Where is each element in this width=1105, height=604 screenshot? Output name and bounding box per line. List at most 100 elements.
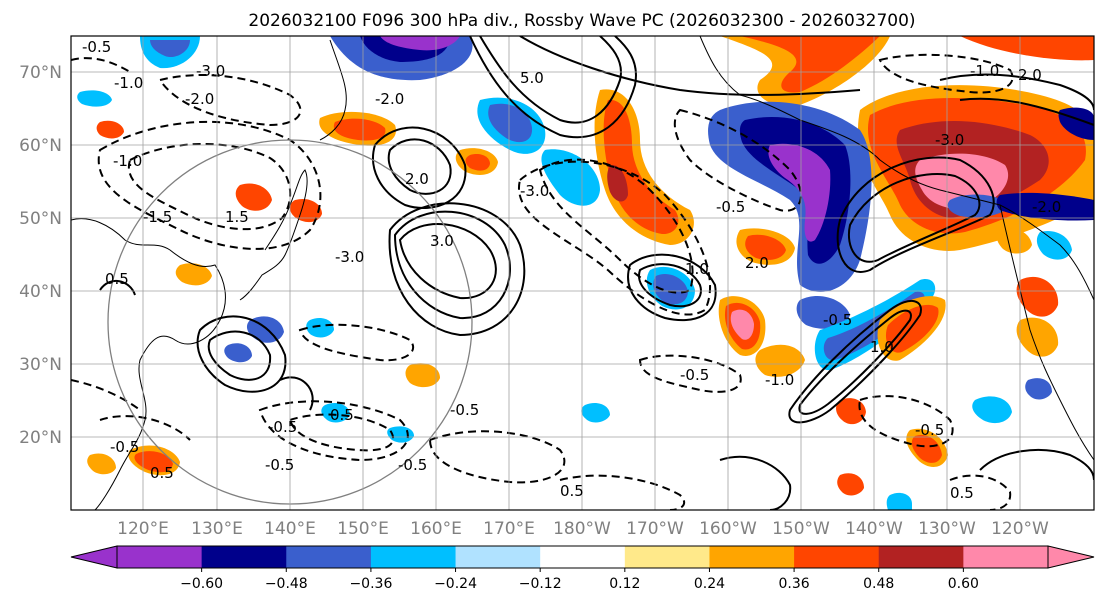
contour-label: 1.0 xyxy=(870,338,894,356)
contour-label: -3.0 xyxy=(935,131,964,149)
lat-label: 30°N xyxy=(19,355,62,375)
contour-line-negative xyxy=(428,430,566,484)
shading-blob xyxy=(730,309,754,340)
colorbar-extend-high xyxy=(1047,545,1095,569)
contour-label: 2.0 xyxy=(405,170,429,188)
contour-line xyxy=(469,36,637,139)
contour-label: -0.5 xyxy=(110,438,139,456)
contour-labels: -0.5 -3.0 -2.0 -1.0 -2.0 5.0 -1.0 -1.5 1… xyxy=(82,38,1061,502)
graticule xyxy=(71,36,1094,510)
contour-line-negative xyxy=(258,400,409,462)
shading-blob xyxy=(996,228,1032,254)
contour-line xyxy=(519,36,861,96)
coastline-kamchatka xyxy=(319,39,347,141)
lon-label: 140°E xyxy=(264,519,316,539)
colorbar-segment xyxy=(201,546,287,568)
lat-label: 60°N xyxy=(19,136,62,156)
contour-label: -0.5 xyxy=(268,418,297,436)
shading-blob xyxy=(837,473,864,496)
contour-label: -0.5 xyxy=(680,366,709,384)
shading-blob xyxy=(960,36,1094,61)
shading-blob xyxy=(768,143,831,242)
contour-label: -0.5 xyxy=(82,38,111,56)
contour-line xyxy=(372,126,467,210)
shading-blob xyxy=(134,451,173,473)
contour-line xyxy=(836,156,995,273)
contour-label: 1.0 xyxy=(685,260,709,278)
colorbar-segment xyxy=(794,546,880,568)
shading-blob xyxy=(1016,276,1059,317)
contour-label: 0.5 xyxy=(330,406,354,424)
contour-line xyxy=(719,455,792,510)
shading-blob xyxy=(96,120,124,139)
contour-line-negative xyxy=(517,160,711,316)
figure-title: 2026032100 F096 300 hPa div., Rossby Wav… xyxy=(248,11,915,31)
colorbar-tick-label: −0.48 xyxy=(265,576,308,592)
coastline-alaska xyxy=(699,36,1094,301)
shading-blob xyxy=(224,343,252,363)
contour-label: -1.0 xyxy=(113,152,142,170)
contour-line xyxy=(388,202,526,337)
contour-line-negative xyxy=(158,74,302,127)
lat-label: 70°N xyxy=(19,63,62,83)
map-area: -0.5 -3.0 -2.0 -1.0 -2.0 5.0 -1.0 -1.5 1… xyxy=(70,35,1095,511)
lat-label: 50°N xyxy=(19,209,62,229)
contour-label: 3.0 xyxy=(430,232,454,250)
shading-blob xyxy=(1036,230,1072,260)
contour-label: 2.0 xyxy=(745,254,769,272)
colorbar-tick-label: −0.12 xyxy=(519,576,562,592)
contour-line-negative xyxy=(71,379,141,411)
contour-line xyxy=(196,315,287,393)
shading-blob xyxy=(405,363,440,388)
lon-label: 170°E xyxy=(483,519,535,539)
shading-blob xyxy=(972,396,1012,424)
colorbar-tick-label: 0.12 xyxy=(609,576,640,592)
contour-line-negative xyxy=(559,474,686,510)
contour-line xyxy=(387,138,452,195)
contour-label: -0.5 xyxy=(915,421,944,439)
shading-blob xyxy=(886,492,912,510)
contours xyxy=(71,36,1094,510)
shading-blob xyxy=(150,40,190,58)
contour-label: -1.0 xyxy=(114,74,143,92)
shading-blob xyxy=(321,403,350,423)
colorbar-segment xyxy=(963,546,1049,568)
shading-blob xyxy=(796,295,850,329)
contour-line-negative xyxy=(638,354,742,393)
colorbar-segment xyxy=(624,546,710,568)
colorbar-segment xyxy=(286,546,372,568)
shading-blob xyxy=(465,154,490,171)
shading-blob xyxy=(996,192,1094,221)
contour-label: -3.0 xyxy=(520,182,549,200)
contour-line xyxy=(398,223,497,300)
longitude-labels: 120°E 130°E 140°E 150°E 160°E 170°E 180°… xyxy=(117,519,1049,539)
coastline-east-asia xyxy=(71,218,226,510)
divergence-shading xyxy=(77,36,1094,510)
contour-label: -3.0 xyxy=(335,248,364,266)
contour-label: 0.5 xyxy=(950,484,974,502)
shading-blob xyxy=(289,198,322,223)
colorbar-tick-label: 0.24 xyxy=(694,576,725,592)
contour-line xyxy=(99,280,136,296)
colorbar-tick-label: −0.24 xyxy=(434,576,477,592)
shading-blob xyxy=(581,403,610,423)
coastlines xyxy=(71,36,1094,510)
contour-label: -1.0 xyxy=(970,62,999,80)
contour-label: 2.0 xyxy=(1018,66,1042,84)
contour-label: -0.5 xyxy=(823,311,852,329)
colorbar-segment xyxy=(370,546,457,568)
contour-label: -2.0 xyxy=(1032,198,1061,216)
lon-label: 130°E xyxy=(191,519,243,539)
colorbar: −0.60 −0.48 −0.36 −0.24 −0.12 0.12 0.24 0.36 0.4… xyxy=(70,545,1095,592)
colorbar-tick-label: 0.60 xyxy=(948,576,979,592)
contour-label: -2.0 xyxy=(185,90,214,108)
shading-blob xyxy=(1025,378,1052,400)
contour-label: -3.0 xyxy=(196,62,225,80)
coastline-north-america xyxy=(999,204,1094,461)
shading-blob xyxy=(653,273,688,305)
latitude-labels: 70°N 60°N 50°N 40°N 30°N 20°N xyxy=(19,63,62,448)
colorbar-segments xyxy=(116,545,1049,569)
contour-label: -1.0 xyxy=(765,371,794,389)
lon-label: 130°W xyxy=(918,519,976,539)
